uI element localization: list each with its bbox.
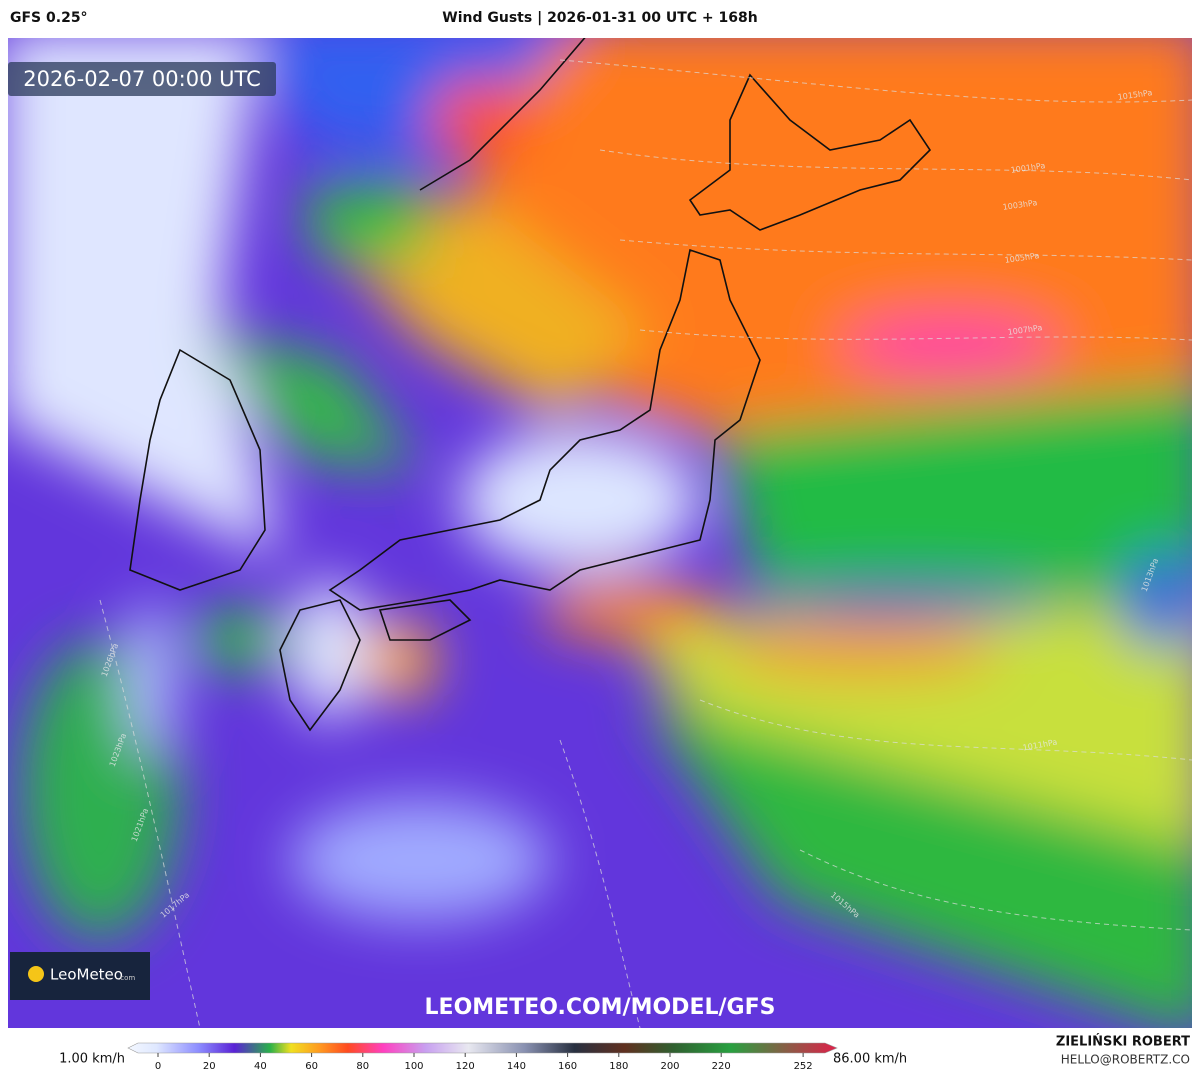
- timestamp-box: [8, 62, 276, 96]
- colorbar-tick-label: 60: [305, 1061, 318, 1072]
- colorbar-tick-label: 40: [254, 1061, 267, 1072]
- coastlines: [129, 38, 932, 732]
- colorbar-tick-label: 120: [456, 1061, 475, 1072]
- colorbar-tick-label: 80: [356, 1061, 369, 1072]
- wind-field: 1015hPa1001hPa1003hPa1005hPa1007hPa1013h…: [8, 38, 1192, 1028]
- colorbar-tick-label: 252: [794, 1061, 813, 1072]
- colorbar-tick-label: 200: [660, 1061, 679, 1072]
- map-title: Wind Gusts | 2026-01-31 00 UTC + 168h: [442, 10, 757, 26]
- colorbar-tick-label: 220: [712, 1061, 731, 1072]
- colorbar-tick-label: 0: [155, 1061, 161, 1072]
- colorbar-tick-label: 20: [203, 1061, 216, 1072]
- colorbar-tick-label: 140: [507, 1061, 526, 1072]
- isobars: [99, 59, 1192, 1028]
- logo-name: LeoMeteo: [50, 966, 123, 984]
- email: HELLO@ROBERTZ.CO: [1061, 1053, 1190, 1067]
- model-label: GFS 0.25°: [10, 10, 88, 26]
- legend-min-label: 1.00 km/h: [59, 1052, 125, 1067]
- colorbar-tick-label: 100: [404, 1061, 423, 1072]
- colorbar-tick-label: 160: [558, 1061, 577, 1072]
- field-blobs: [8, 38, 1192, 1028]
- author: ZIELIŃSKI ROBERT: [1056, 1034, 1190, 1050]
- timestamp: 2026-02-07 00:00 UTC: [23, 67, 261, 91]
- colorbar-tick-label: 180: [609, 1061, 628, 1072]
- colorbar: [127, 1042, 838, 1054]
- watermark: LEOMETEO.COM/MODEL/GFS: [425, 995, 776, 1020]
- logo-sun: [28, 966, 44, 982]
- colorbar-ticks: 0 20 40 60 80 100 120 140 160 180 200 220 252: [155, 1053, 813, 1072]
- legend-max-label: 86.00 km/h: [833, 1052, 907, 1067]
- logo-suffix: .com: [118, 974, 135, 982]
